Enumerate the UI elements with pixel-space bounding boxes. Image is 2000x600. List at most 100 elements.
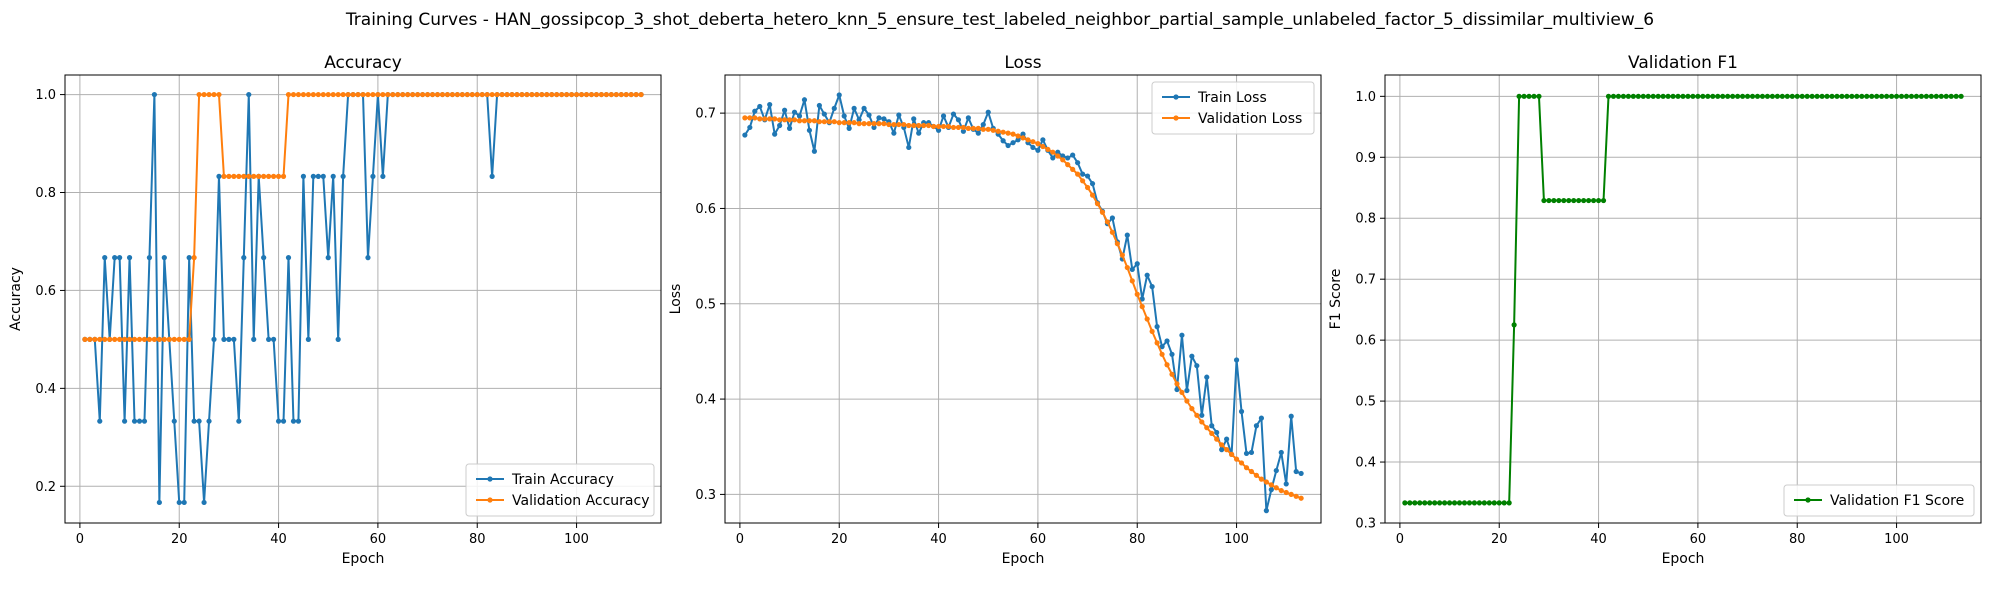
chart-1-series-2-point: [335, 91, 341, 98]
chart-2-series-2-point: [866, 121, 872, 127]
chart-3-legend: Validation F1 Score: [1783, 484, 1975, 517]
chart-1-series-2-point: [474, 91, 480, 98]
chart-3-series-1-point: [1740, 93, 1746, 99]
chart-3-series-1-point: [1695, 93, 1701, 99]
chart-3-series-1-point: [1476, 500, 1482, 506]
chart-1-series-1-point: [196, 418, 202, 424]
chart-1-ytick-label: 0.8: [35, 186, 56, 201]
chart-1-legend-label: Validation Accuracy: [512, 493, 650, 509]
chart-1-series-2-point: [176, 336, 182, 342]
chart-3-series-1-point: [1829, 93, 1835, 99]
chart-2-series-2-point: [1065, 162, 1071, 168]
chart-1-series-2-point: [434, 91, 441, 98]
chart-1-series-2-point: [484, 91, 490, 98]
chart-2-series-1-point: [891, 130, 897, 136]
chart-2-series-1-point: [1075, 160, 1081, 166]
chart-2-series-2-point: [1149, 328, 1155, 335]
chart-1-series-2-point: [395, 91, 401, 98]
chart-1-series-2-point: [400, 91, 406, 98]
chart-2-series-2-point: [786, 117, 793, 123]
chart-3-xlabel: Epoch: [1662, 551, 1705, 567]
chart-2-series-2-point: [926, 122, 932, 129]
chart-2-series-2-point: [901, 121, 907, 128]
chart-1-series-2-point: [638, 91, 644, 98]
chart-3-series-1-point: [1938, 93, 1944, 99]
chart-1-series-1-point: [186, 255, 192, 261]
chart-2-series-2-point: [1214, 436, 1220, 442]
chart-2-series-1-point: [1199, 412, 1205, 418]
chart-3-series-1-point: [1561, 197, 1567, 204]
chart-3-series-1-point: [1769, 93, 1775, 99]
chart-2-series-2-point: [742, 115, 748, 121]
chart-2-series-1-point: [1149, 284, 1155, 290]
chart-2-series-2-point: [1229, 451, 1235, 457]
chart-2-series-1-point: [786, 125, 793, 131]
chart-2-series-2-point: [846, 120, 852, 126]
chart-2-frame: [724, 74, 1322, 524]
chart-2-series-2-point: [1035, 141, 1041, 147]
chart-3-series-1-point: [1620, 93, 1626, 99]
chart-3-series-1-point: [1571, 197, 1577, 204]
chart-3-series-1-point: [1506, 500, 1512, 506]
chart-1-series-1-point: [285, 255, 292, 261]
chart-2-series-1-point: [911, 116, 917, 122]
chart-1-series-2-point: [385, 91, 391, 98]
chart-3-series-1-point: [1854, 93, 1860, 99]
chart-3-series-1-point: [1630, 93, 1636, 99]
chart-1-series-1-point: [206, 418, 212, 424]
chart-3-series-1-point: [1551, 197, 1557, 204]
chart-1-series-2-point: [519, 91, 525, 98]
chart-3-ylabel: F1 Score: [1328, 269, 1344, 330]
chart-2-series-1-point: [1129, 266, 1135, 273]
chart-1-series-1-point: [261, 255, 267, 261]
chart-2-series-2-point: [891, 121, 897, 128]
chart-1-series-2-point: [479, 91, 485, 98]
chart-3-series-1-point: [1903, 93, 1910, 99]
chart-2-series-2-point: [950, 124, 957, 131]
chart-2-series-1-point: [1184, 387, 1190, 394]
chart-3-legend-marker: [1805, 497, 1811, 503]
chart-3-ytick-label: 0.6: [1355, 334, 1376, 349]
chart-1-series-2-point: [534, 91, 540, 98]
chart-2-series-1-point: [960, 128, 967, 134]
chart-3-series-1-point: [1898, 93, 1905, 99]
chart-2-series-1-point: [1189, 353, 1195, 359]
chart-2-series-1-point: [841, 113, 847, 119]
chart-2-series-2-point: [916, 122, 922, 129]
chart-2-series-2-point: [811, 118, 818, 124]
chart-3-series-1-point: [1407, 500, 1413, 506]
chart-2-series-2-point: [1080, 178, 1086, 184]
chart-1-series-1-point: [122, 418, 128, 424]
chart-3-series-1-point: [1655, 93, 1661, 99]
chart-2-series-2-point: [752, 115, 758, 121]
chart-2-series-2-point: [1005, 130, 1011, 136]
chart-1-series-1-point: [236, 418, 242, 424]
chart-3-series-1-point: [1531, 93, 1537, 99]
chart-2-series-2-point: [831, 119, 837, 125]
chart-1-series-2-point: [82, 336, 88, 342]
chart-2-series-2-point: [772, 116, 778, 122]
chart-2-series-2-point: [1119, 252, 1125, 258]
chart-1-series-2-point: [87, 336, 93, 342]
chart-1-series-2-point: [97, 336, 103, 342]
chart-1-series-1-point: [102, 255, 108, 261]
chart-2-series-1-point: [1233, 357, 1240, 363]
chart-1-series-2-point: [266, 173, 272, 179]
chart-3-series-1-point: [1849, 93, 1855, 99]
chart-3-series-1-point: [1874, 93, 1880, 99]
chart-2-series-1-point: [876, 115, 882, 121]
chart-1-series-1-point: [271, 336, 277, 342]
chart-3-series-1-point: [1774, 93, 1780, 99]
chart-2-series-2-point: [970, 125, 976, 131]
chart-3-series-1-point: [1685, 93, 1691, 99]
chart-2-xlabel: Epoch: [1002, 551, 1045, 567]
chart-1-series-2-point: [92, 336, 98, 342]
chart-3-ytick-label: 0.4: [1355, 456, 1376, 471]
chart-2-series-1-point: [975, 130, 981, 136]
chart-2-series-2-point: [1243, 465, 1250, 471]
chart-1-series-1-point: [112, 255, 118, 261]
chart-2-series-2-point: [1094, 201, 1101, 207]
chart-2-series-1-point: [1050, 155, 1056, 161]
chart-1-legend-marker: [487, 476, 493, 482]
chart-2-series-1-point: [1134, 261, 1140, 267]
